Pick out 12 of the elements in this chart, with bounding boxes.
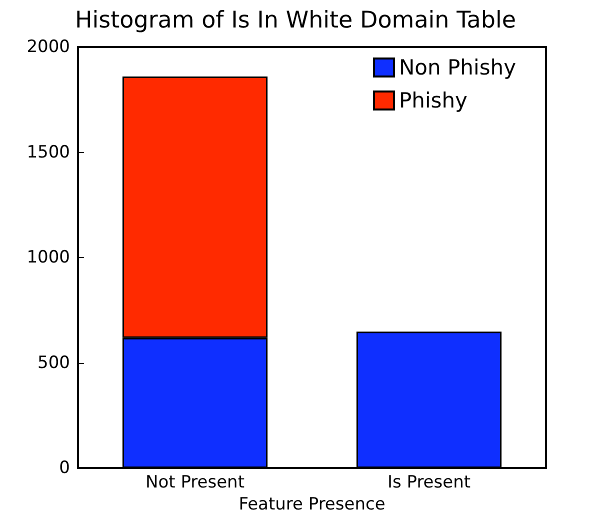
legend-label: Phishy xyxy=(398,88,468,112)
y-tick-label: 1500 xyxy=(26,142,70,162)
y-tick-label: 0 xyxy=(59,458,70,478)
y-tick-label: 1000 xyxy=(26,248,70,268)
x-tick-label: Is Present xyxy=(387,472,471,492)
legend-label: Non Phishy xyxy=(398,56,516,80)
bar xyxy=(356,332,502,468)
x-axis-title: Feature Presence xyxy=(238,494,386,514)
y-tick-label: 2000 xyxy=(26,37,70,57)
chart-title: Histogram of Is In White Domain Table xyxy=(74,8,516,34)
y-tick-label: 500 xyxy=(38,352,70,373)
x-tick-label: Not Present xyxy=(146,472,245,492)
